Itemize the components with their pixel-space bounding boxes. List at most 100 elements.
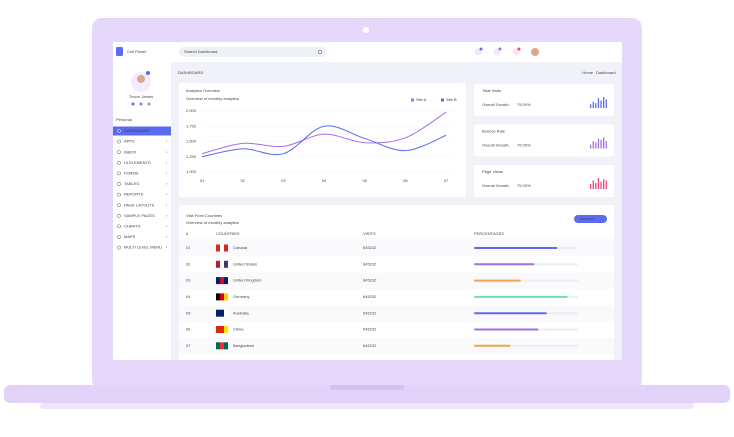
menu-item[interactable]: APPS: [124, 139, 135, 144]
logo-icon: [116, 47, 123, 56]
stat-growth: 75.00%: [517, 102, 531, 107]
menu-item[interactable]: REPORTS: [124, 192, 144, 197]
menu-item[interactable]: INBOX: [124, 149, 137, 154]
card-subtitle: Overview of monthly analytics: [186, 220, 239, 225]
search-icon[interactable]: [317, 49, 323, 55]
menu-icon: [117, 235, 121, 239]
alert-icon[interactable]: [512, 48, 520, 56]
badge: [498, 47, 502, 51]
progress-bar: [474, 247, 558, 249]
laptop-base: [4, 385, 730, 403]
legend-swatch: [441, 98, 444, 102]
analytics-card: [179, 83, 466, 197]
visits: 645232: [363, 261, 377, 266]
country: Canada: [233, 245, 248, 250]
menu-arrow: ›: [166, 139, 168, 144]
flag: [224, 309, 228, 317]
column-header: #: [186, 231, 189, 236]
badge: [517, 47, 521, 51]
menu-item[interactable]: MULTI LEVEL MENU: [124, 245, 162, 250]
legend-label: Site A: [416, 97, 427, 102]
menu-icon: [117, 203, 121, 208]
card-title: Analytics Overview: [186, 88, 220, 93]
flag: [224, 244, 228, 252]
flag: [216, 244, 220, 252]
flag: [224, 260, 228, 268]
message-icon[interactable]: [493, 48, 501, 56]
laptop-notch: [330, 385, 404, 390]
mini-bar: [597, 178, 600, 189]
menu-icon: [117, 192, 121, 197]
stat-card: [474, 124, 614, 157]
menu-item[interactable]: DASHBOARD: [124, 128, 149, 133]
notification-icon[interactable]: [474, 48, 482, 56]
month-button-label: October: [580, 216, 595, 221]
menu-arrow: ›: [166, 234, 168, 239]
visits: 645232: [363, 245, 377, 250]
mini-bar: [603, 97, 605, 108]
flag: [216, 326, 220, 333]
column-header: COUNTRIES: [216, 231, 240, 236]
month-button[interactable]: [574, 215, 607, 223]
flag: [224, 342, 228, 350]
mini-bar: [595, 103, 597, 108]
menu-item[interactable]: SAMPLE PAGES: [124, 213, 155, 218]
legend-label: Site B: [446, 97, 457, 102]
menu-icon: [117, 224, 121, 229]
flag: [216, 309, 220, 317]
mini-bar: [605, 141, 607, 149]
x-tick-label: 07: [444, 178, 449, 183]
row-bg: [179, 240, 614, 257]
progress-bar: [474, 279, 521, 282]
menu-arrow: ›: [166, 181, 168, 186]
flag: [220, 277, 224, 285]
camera: [363, 27, 369, 33]
flag: [220, 244, 224, 252]
column-header: VISITS: [363, 231, 376, 236]
menu-icon: [117, 150, 121, 155]
x-tick-label: 03: [281, 178, 286, 183]
mini-bar: [600, 181, 602, 189]
mini-bar: [590, 104, 592, 108]
menu-icon: [117, 213, 121, 218]
search-placeholder: Search Dashboard: [184, 49, 217, 54]
menu-item[interactable]: TABLES: [124, 181, 139, 186]
progress-bar: [474, 263, 535, 266]
breadcrumb-home[interactable]: Home: [582, 70, 593, 75]
x-tick-label: 02: [240, 178, 245, 183]
x-tick-label: 04: [322, 178, 327, 183]
flag: [216, 342, 220, 350]
icon: [131, 102, 135, 106]
icon: [147, 102, 151, 106]
laptop-shadow: [40, 403, 694, 409]
menu-item[interactable]: FORMS: [124, 170, 139, 175]
mini-bar: [597, 98, 600, 108]
menu-item[interactable]: MAPS: [124, 234, 136, 239]
country: Bangladesh: [233, 343, 254, 348]
country: United States: [233, 261, 257, 266]
x-tick-label: 01: [200, 178, 205, 183]
search-box[interactable]: [179, 47, 327, 57]
mini-bar: [597, 138, 600, 149]
menu-item[interactable]: CHARTS: [124, 223, 141, 228]
menu-item[interactable]: UI ELEMENTS: [124, 160, 151, 165]
legend-swatch: [411, 98, 414, 102]
column-header: PERCENTAGES: [474, 231, 504, 236]
section-label: Personal: [116, 117, 132, 122]
row-bg: [179, 272, 614, 289]
y-tick-label: 1,500: [186, 139, 197, 144]
progress-bar: [474, 295, 568, 298]
rank: 01: [186, 245, 191, 250]
rank: 06: [186, 327, 191, 332]
flag: [216, 277, 220, 285]
breadcrumb-current: Dashboard: [596, 70, 616, 75]
profile-avatar[interactable]: [531, 48, 539, 56]
mini-bar: [595, 142, 597, 149]
rank: 03: [186, 278, 191, 283]
stat-card: [474, 165, 614, 197]
stat-growth: 75.00%: [517, 143, 531, 148]
visits: 645232: [363, 327, 377, 332]
mini-bar: [603, 179, 605, 189]
menu-item[interactable]: PAGE LAYOUTS: [124, 202, 155, 207]
